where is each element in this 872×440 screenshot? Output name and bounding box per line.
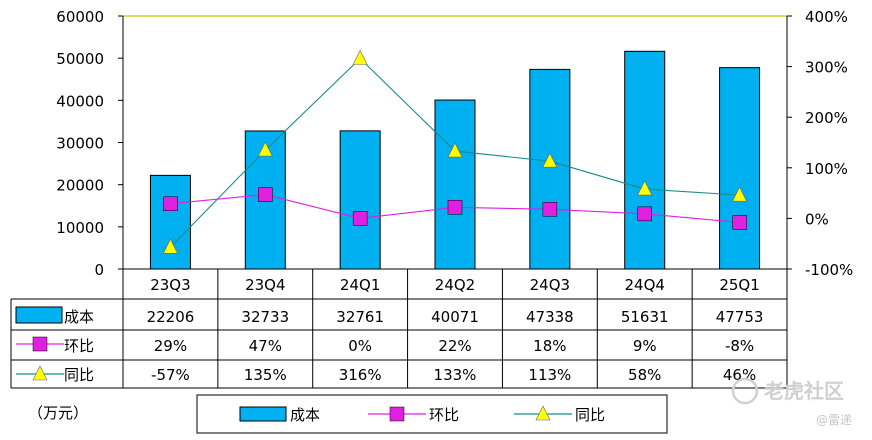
legend: 成本 环比 同比: [196, 394, 668, 434]
watermark-text: 老虎社区: [764, 379, 844, 403]
legend-swatch-marker: [389, 406, 405, 422]
table-series-name: 同比: [64, 366, 94, 384]
yoy-point: [162, 238, 178, 254]
data-label: -57%: [151, 366, 190, 384]
legend-label: 同比: [575, 406, 605, 424]
data-label: 32733: [241, 308, 289, 326]
yoy-point: [447, 142, 463, 158]
data-label: 22206: [147, 308, 195, 326]
right-tick-label: 300%: [805, 59, 848, 77]
left-tick-label: 0: [94, 261, 104, 279]
bar-25Q1: [719, 67, 761, 270]
data-label: 9%: [633, 337, 657, 355]
table-key-bar: [15, 306, 63, 324]
watermark-sub: @雷递: [816, 413, 852, 427]
left-tick-label: 60000: [56, 8, 104, 26]
mom-point: [732, 215, 747, 230]
category-label: 24Q3: [530, 276, 570, 294]
data-label: 47753: [716, 308, 764, 326]
yoy-point: [257, 141, 273, 157]
data-label: 0%: [348, 337, 372, 355]
bar-24Q1: [339, 130, 381, 270]
category-label: 25Q1: [719, 276, 759, 294]
bar-24Q4: [624, 50, 666, 270]
bar-23Q3: [149, 174, 191, 270]
category-label: 24Q2: [435, 276, 475, 294]
right-tick-label: 0%: [805, 210, 829, 228]
legend-swatch-marker: [535, 405, 551, 421]
data-label: 316%: [339, 366, 382, 384]
category-label: 23Q4: [245, 276, 285, 294]
right-tick-label: 100%: [805, 160, 848, 178]
data-label: 29%: [154, 337, 187, 355]
data-label: 40071: [431, 308, 479, 326]
mom-point: [447, 200, 463, 215]
data-label: -8%: [725, 337, 754, 355]
right-tick-label: -100%: [805, 261, 853, 279]
left-tick-label: 40000: [56, 92, 104, 110]
yoy-point: [637, 180, 653, 196]
left-tick-label: 10000: [56, 219, 104, 237]
watermark: 老虎社区 @雷递: [731, 377, 852, 427]
category-label: 24Q4: [624, 276, 664, 294]
table-key-marker: [32, 336, 48, 352]
data-label: 51631: [621, 308, 669, 326]
data-label: 133%: [434, 366, 477, 384]
left-tick-label: 20000: [56, 177, 104, 195]
legend-label: 成本: [290, 406, 320, 424]
data-label: 32761: [336, 308, 384, 326]
legend-label: 环比: [429, 406, 459, 424]
category-label: 24Q1: [340, 276, 380, 294]
watermark-logo-icon: [731, 377, 759, 405]
right-tick-label: 200%: [805, 109, 848, 127]
left-tick-label: 30000: [56, 135, 104, 153]
table-key-marker: [32, 365, 48, 381]
mom-point: [352, 211, 368, 226]
data-label: 18%: [533, 337, 566, 355]
bar-24Q3: [529, 68, 571, 270]
legend-swatch-bar: [239, 406, 287, 422]
bar-24Q2: [434, 99, 476, 270]
data-label: 22%: [438, 337, 471, 355]
right-tick-label: 400%: [805, 8, 848, 26]
data-label: 113%: [528, 366, 571, 384]
mom-point: [542, 202, 558, 217]
mom-point: [163, 196, 178, 211]
category-label: 23Q3: [150, 276, 190, 294]
yoy-point: [732, 186, 748, 202]
data-label: 47338: [526, 308, 574, 326]
mom-point: [258, 187, 273, 202]
table-series-name: 环比: [64, 337, 94, 355]
mom-point: [637, 206, 652, 222]
unit-label: （万元）: [28, 404, 88, 422]
data-label: 47%: [249, 337, 282, 355]
plot-area: 0 10000 20000 30000 40000 50000 60000 -100% 0% 10…: [56, 8, 853, 279]
data-label: 135%: [244, 366, 287, 384]
left-tick-label: 50000: [56, 50, 104, 68]
yoy-point: [542, 152, 558, 168]
data-label: 58%: [628, 366, 661, 384]
table-series-name: 成本: [64, 308, 94, 326]
yoy-point: [352, 49, 368, 65]
